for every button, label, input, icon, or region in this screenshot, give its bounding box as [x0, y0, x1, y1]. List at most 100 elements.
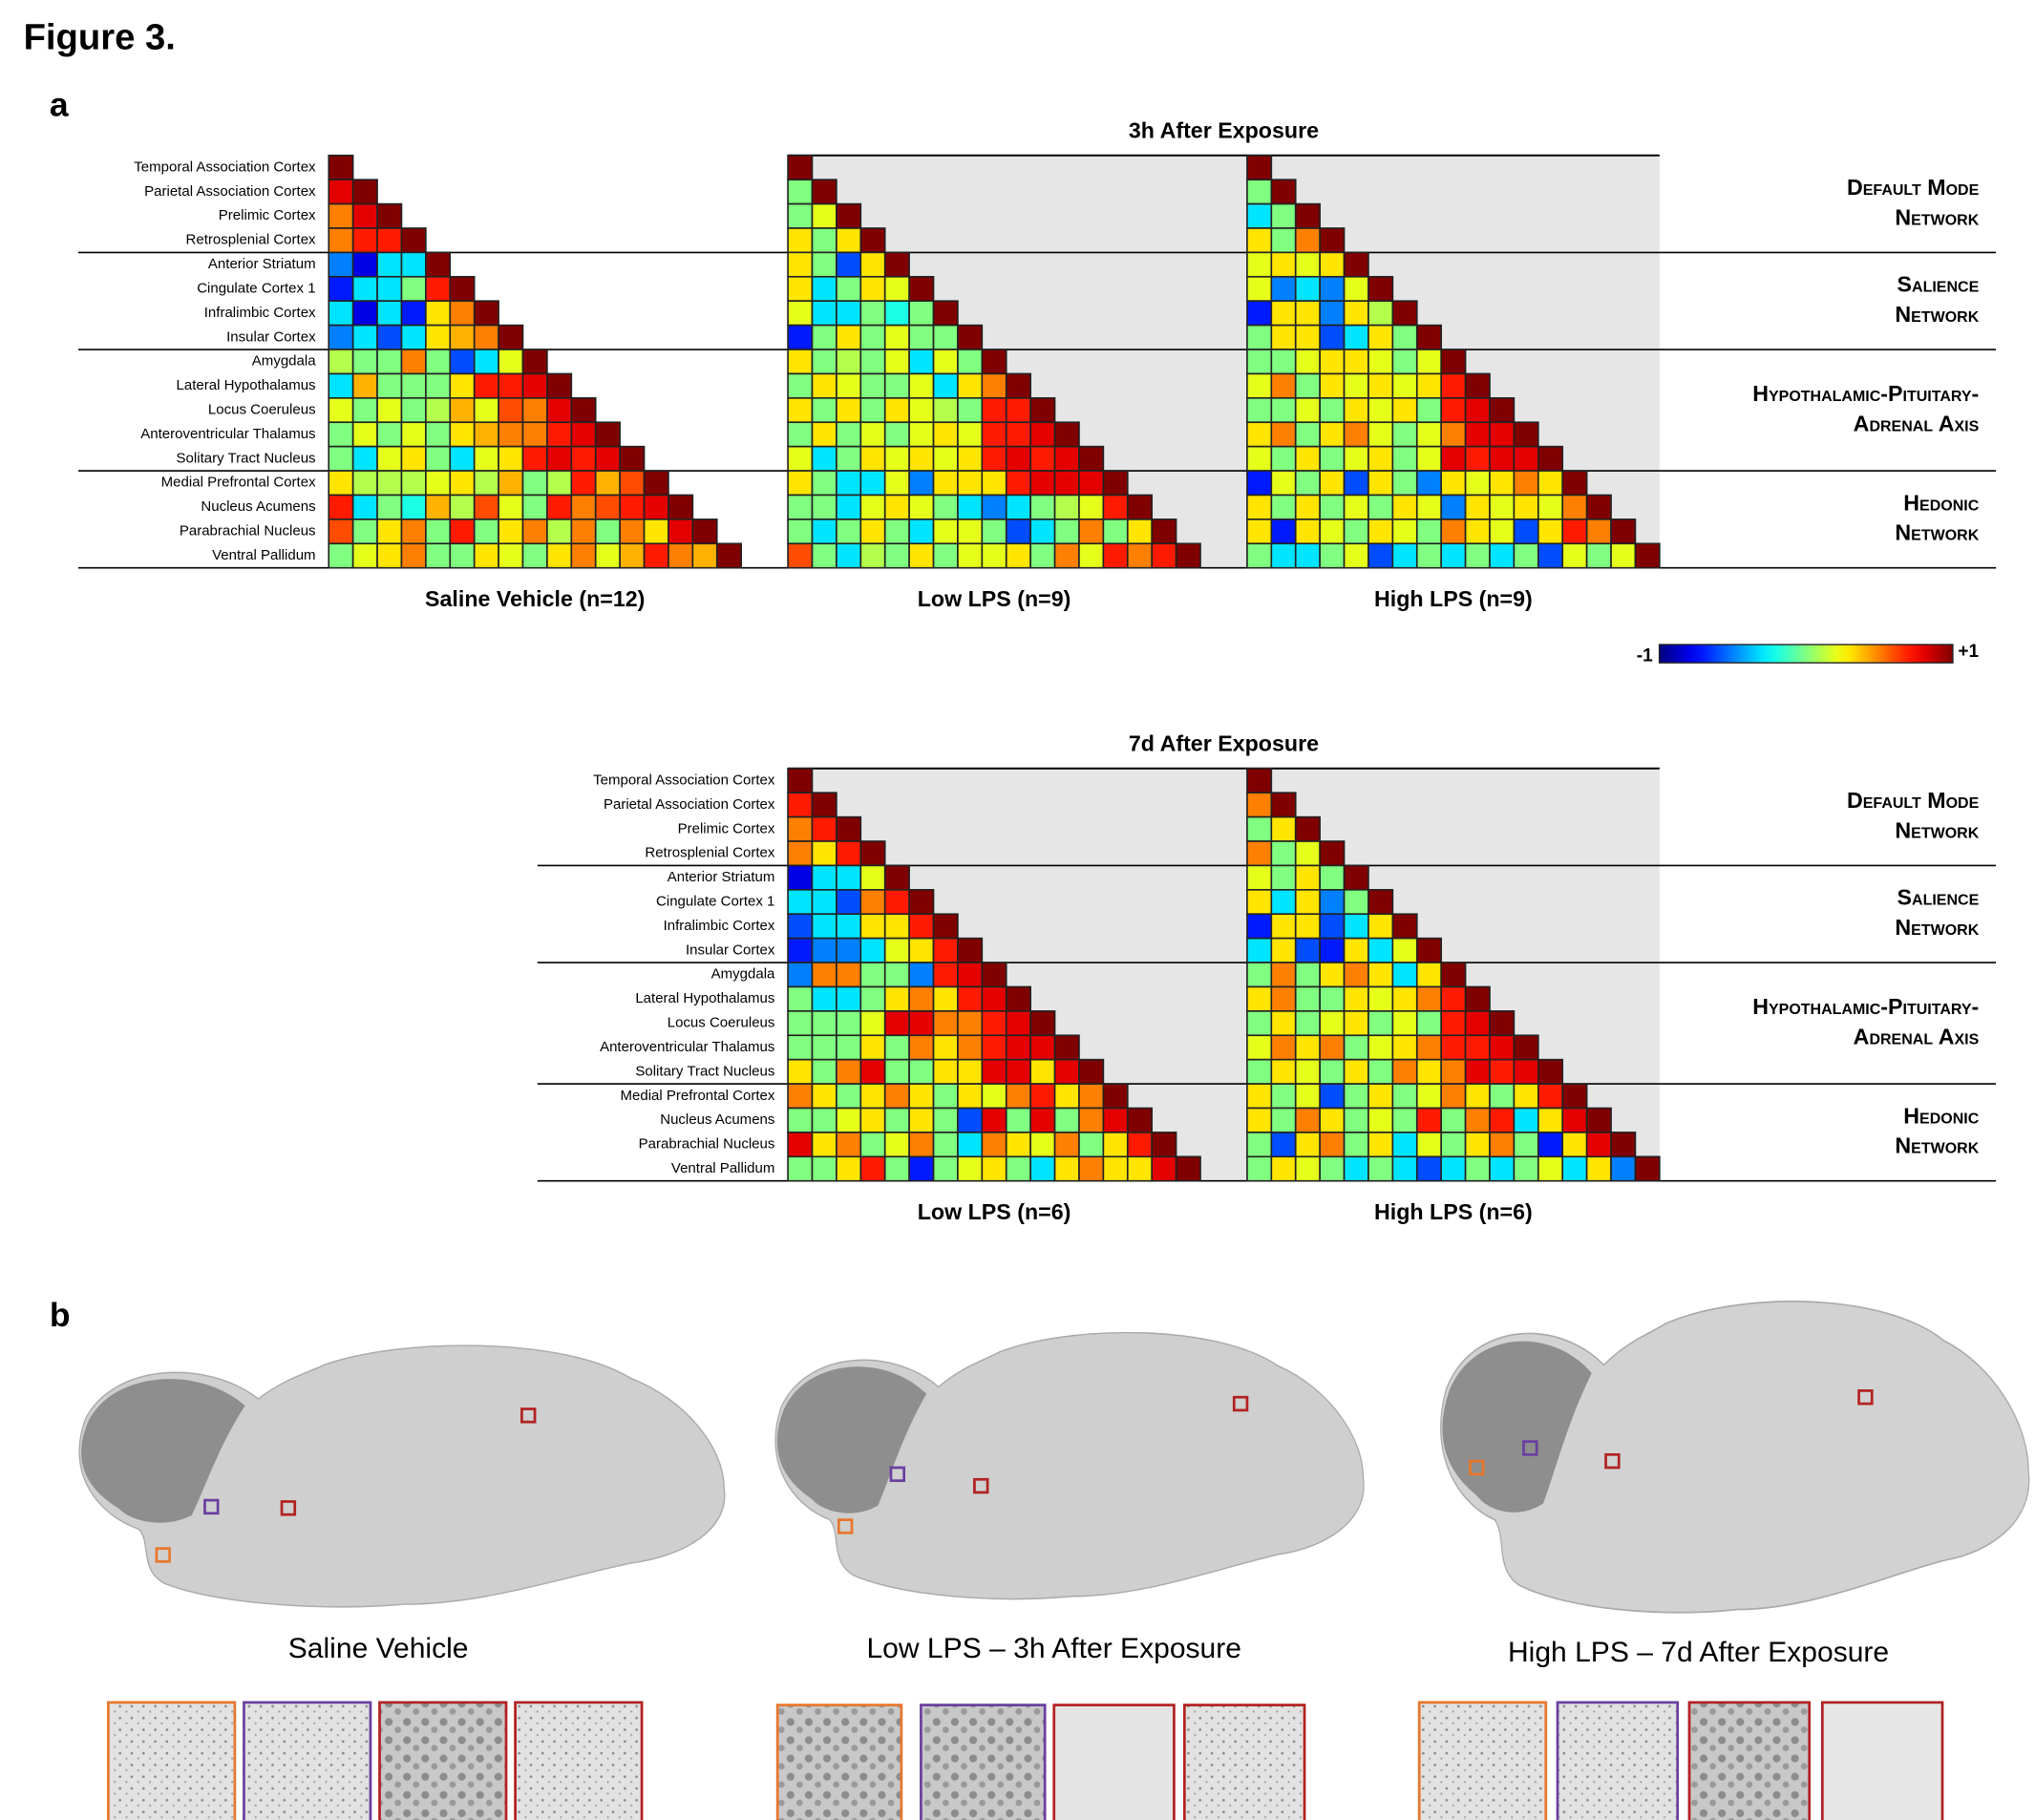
matrix-cell: [1246, 251, 1273, 278]
matrix-cell: [1029, 494, 1056, 520]
matrix-cell: [400, 372, 427, 399]
matrix-cell: [1270, 324, 1297, 350]
matrix-cell: [498, 542, 524, 569]
region-label: Parabrachial Nucleus: [180, 523, 316, 540]
matrix-cell: [1464, 470, 1491, 497]
matrix-cell: [932, 445, 959, 472]
matrix-cell: [1319, 470, 1346, 497]
matrix-cell: [1151, 518, 1177, 545]
matrix-cell: [836, 470, 862, 497]
matrix-cell: [1102, 1107, 1129, 1133]
matrix-cell: [570, 542, 597, 569]
matrix-cell: [1246, 792, 1273, 818]
colorbar-tick-label: +1: [1958, 642, 1979, 662]
matrix-cell: [836, 1107, 862, 1133]
matrix-cell: [811, 1083, 837, 1110]
matrix-cell: [328, 397, 354, 424]
matrix-cell: [1367, 1034, 1394, 1061]
matrix-cell: [787, 397, 814, 424]
matrix-cell: [932, 421, 959, 448]
matrix-cell: [1270, 349, 1297, 375]
matrix-cell: [883, 1132, 910, 1158]
matrix-cell: [643, 518, 669, 545]
matrix-cell: [908, 275, 935, 303]
matrix-cell: [836, 840, 862, 867]
matrix-cell: [787, 494, 814, 520]
matrix-cell: [498, 445, 524, 472]
matrix-cell: [787, 227, 814, 254]
matrix-cell: [594, 421, 621, 448]
matrix-cell: [957, 542, 984, 569]
matrix-cell: [1537, 518, 1564, 545]
matrix-cell: [351, 324, 378, 350]
matrix-cell: [836, 227, 862, 254]
matrix-cell: [1464, 1010, 1491, 1037]
matrix-cell: [1126, 1107, 1154, 1133]
matrix-cell: [836, 1132, 862, 1158]
matrix-cell: [957, 1058, 984, 1085]
matrix-cell: [400, 324, 427, 350]
matrix-cell: [1126, 518, 1154, 545]
matrix-cell: [1246, 1083, 1273, 1110]
matrix-cell: [859, 913, 886, 940]
region-label: Anteroventricular Thalamus: [140, 426, 315, 442]
matrix-cell: [1464, 985, 1491, 1012]
matrix-cell: [376, 470, 403, 497]
matrix-cell: [1270, 397, 1297, 424]
matrix-cell: [1343, 421, 1369, 448]
matrix-cell: [859, 962, 886, 988]
matrix-cell: [1246, 179, 1273, 205]
matrix-cell: [1294, 1155, 1321, 1182]
matrix-cell: [1343, 372, 1369, 399]
matrix-cell: [1367, 445, 1394, 472]
matrix-cell: [328, 251, 354, 278]
matrix-cell: [1513, 1155, 1539, 1182]
matrix-cell: [859, 840, 886, 867]
matrix-cell: [498, 518, 524, 545]
matrix-cell: [328, 202, 354, 229]
matrix-cell: [811, 470, 837, 497]
matrix-cell: [1270, 1155, 1297, 1182]
matrix-cell: [1270, 913, 1297, 940]
matrix-cell: [1246, 300, 1273, 327]
matrix-cell: [1270, 300, 1297, 327]
matrix-cell: [351, 202, 378, 229]
matrix-cell: [351, 251, 378, 278]
matrix-cell: [1464, 1132, 1491, 1158]
matrix-cell: [1440, 1083, 1467, 1110]
matrix-cell: [473, 397, 499, 424]
matrix-cell: [859, 300, 886, 327]
matrix-cell: [1464, 421, 1491, 448]
matrix-cell: [787, 1107, 814, 1133]
region-label: Temporal Association Cortex: [134, 159, 316, 175]
matrix-cell: [1537, 542, 1564, 569]
matrix-cell: [787, 1155, 814, 1182]
matrix-label: Low LPS (n=6): [918, 1199, 1071, 1224]
matrix-cell: [1029, 470, 1056, 497]
matrix-cell: [1270, 445, 1297, 472]
matrix-cell: [1585, 1155, 1612, 1182]
matrix-cell: [1005, 518, 1031, 545]
matrix-cell: [619, 445, 646, 472]
matrix-cell: [1489, 1010, 1516, 1037]
matrix-cell: [787, 1034, 814, 1061]
matrix-cell: [1270, 275, 1297, 303]
matrix-cell: [1319, 1010, 1346, 1037]
matrix-cell: [570, 445, 597, 472]
matrix-cell: [1294, 985, 1321, 1012]
matrix-cell: [883, 1155, 910, 1182]
matrix-cell: [1610, 518, 1637, 545]
matrix-cell: [836, 962, 862, 988]
matrix-cell: [1319, 275, 1346, 303]
matrix-cell: [981, 1034, 1007, 1061]
matrix-cell: [449, 300, 476, 327]
matrix-cell: [449, 397, 476, 424]
matrix-cell: [1294, 1058, 1321, 1085]
matrix-cell: [1005, 1010, 1031, 1037]
matrix-cell: [1294, 518, 1321, 545]
matrix-cell: [376, 542, 403, 569]
correlation-matrix: [1246, 767, 1661, 1182]
matrix-cell: [787, 518, 814, 545]
matrix-cell: [546, 397, 573, 424]
matrix-cell: [1319, 1155, 1346, 1182]
